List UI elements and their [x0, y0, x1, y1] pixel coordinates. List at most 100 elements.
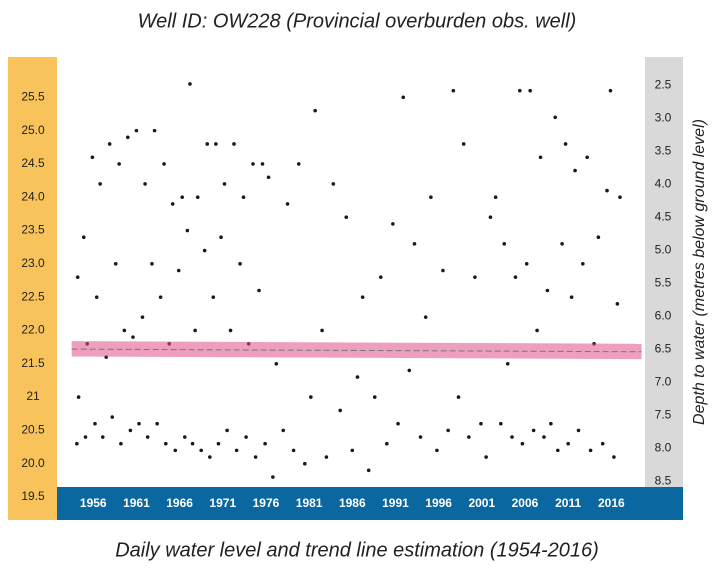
- data-point: [528, 88, 532, 93]
- data-point: [113, 262, 118, 266]
- data-point: [83, 435, 88, 439]
- y-tick-label: 22.0: [21, 323, 45, 337]
- data-point: [576, 428, 581, 433]
- data-point: [510, 435, 514, 439]
- x-tick-label: 1976: [253, 496, 280, 510]
- y2-tick-label: 7.5: [655, 407, 672, 421]
- data-point: [542, 435, 546, 439]
- data-point: [291, 448, 296, 453]
- data-point: [545, 288, 550, 293]
- data-point: [107, 142, 112, 146]
- data-point: [257, 288, 261, 293]
- y-tick-label: 24.5: [21, 156, 45, 170]
- data-point: [155, 421, 159, 426]
- x-tick-label: 1981: [296, 496, 323, 510]
- data-point: [205, 142, 210, 146]
- y2-tick-label: 3.0: [655, 110, 672, 124]
- data-point: [493, 195, 498, 200]
- data-point: [313, 108, 317, 113]
- x-tick-label: 2006: [512, 496, 539, 510]
- y-tick-label: 22.5: [21, 289, 45, 303]
- data-point: [190, 441, 195, 446]
- data-point: [140, 315, 145, 319]
- data-point: [126, 135, 130, 140]
- data-point: [569, 295, 574, 299]
- right-axis-panel: [645, 57, 683, 487]
- data-point: [76, 395, 81, 399]
- data-point: [180, 195, 184, 200]
- data-point: [93, 421, 97, 426]
- data-point: [238, 262, 242, 266]
- x-tick-label: 1996: [425, 496, 452, 510]
- data-point: [199, 448, 203, 453]
- y-tick-label: 23.0: [21, 256, 45, 270]
- x-tick-label: 1991: [382, 496, 409, 510]
- data-point: [344, 215, 349, 220]
- data-point: [331, 182, 336, 186]
- data-point: [296, 162, 301, 166]
- data-point: [612, 455, 616, 459]
- data-point: [588, 448, 593, 453]
- data-point: [98, 182, 102, 186]
- y2-tick-label: 8.5: [655, 473, 672, 487]
- data-point: [441, 268, 445, 273]
- data-point: [163, 441, 168, 446]
- y2-axis-label: Depth to water (metres below ground leve…: [691, 119, 708, 425]
- data-point: [170, 202, 175, 206]
- data-point: [222, 182, 227, 186]
- data-point: [518, 88, 522, 93]
- data-point: [467, 435, 471, 439]
- y-tick-label: 21.5: [21, 356, 45, 370]
- x-tick-label: 2011: [555, 496, 581, 510]
- data-point: [479, 421, 483, 426]
- y-tick-label: 19.5: [21, 489, 45, 503]
- data-point: [208, 455, 212, 459]
- data-point: [193, 328, 197, 333]
- data-point: [241, 195, 246, 200]
- y2-tick-label: 2.5: [655, 77, 672, 91]
- data-point: [285, 202, 290, 206]
- data-point: [499, 421, 503, 426]
- data-point: [75, 441, 79, 446]
- data-point: [505, 361, 510, 366]
- data-point: [225, 428, 229, 433]
- data-point: [513, 275, 518, 279]
- x-tick-label: 1971: [209, 496, 236, 510]
- data-point: [573, 168, 577, 173]
- data-point: [520, 441, 525, 446]
- data-point: [216, 441, 221, 446]
- y2-tick-label: 5.0: [655, 242, 672, 256]
- data-point: [535, 328, 539, 333]
- data-point: [407, 368, 412, 373]
- data-point: [423, 315, 428, 319]
- y-tick-label: 20.5: [21, 423, 45, 437]
- data-point: [202, 248, 207, 253]
- data-point: [435, 448, 439, 453]
- data-point: [608, 88, 613, 93]
- data-point: [263, 441, 267, 446]
- y2-tick-label: 5.5: [655, 275, 672, 289]
- chart-title: Well ID: OW228 (Provincial overburden ob…: [138, 10, 577, 32]
- data-point: [412, 242, 417, 246]
- data-point: [320, 328, 324, 333]
- data-point: [385, 441, 389, 446]
- data-point: [303, 461, 307, 466]
- data-point: [145, 435, 150, 439]
- x-tick-label: 1986: [339, 496, 366, 510]
- data-point: [553, 115, 558, 120]
- y-tick-label: 24.0: [21, 189, 45, 203]
- data-point: [234, 448, 239, 453]
- data-point: [366, 468, 371, 473]
- data-point: [446, 428, 450, 433]
- data-point: [122, 328, 127, 333]
- data-point: [338, 408, 343, 413]
- data-point: [110, 415, 115, 419]
- y-tick-label: 23.5: [21, 223, 45, 237]
- data-point: [461, 142, 466, 146]
- data-point: [524, 262, 529, 266]
- data-point: [244, 435, 248, 439]
- data-point: [618, 195, 622, 200]
- y2-tick-label: 4.5: [655, 209, 672, 223]
